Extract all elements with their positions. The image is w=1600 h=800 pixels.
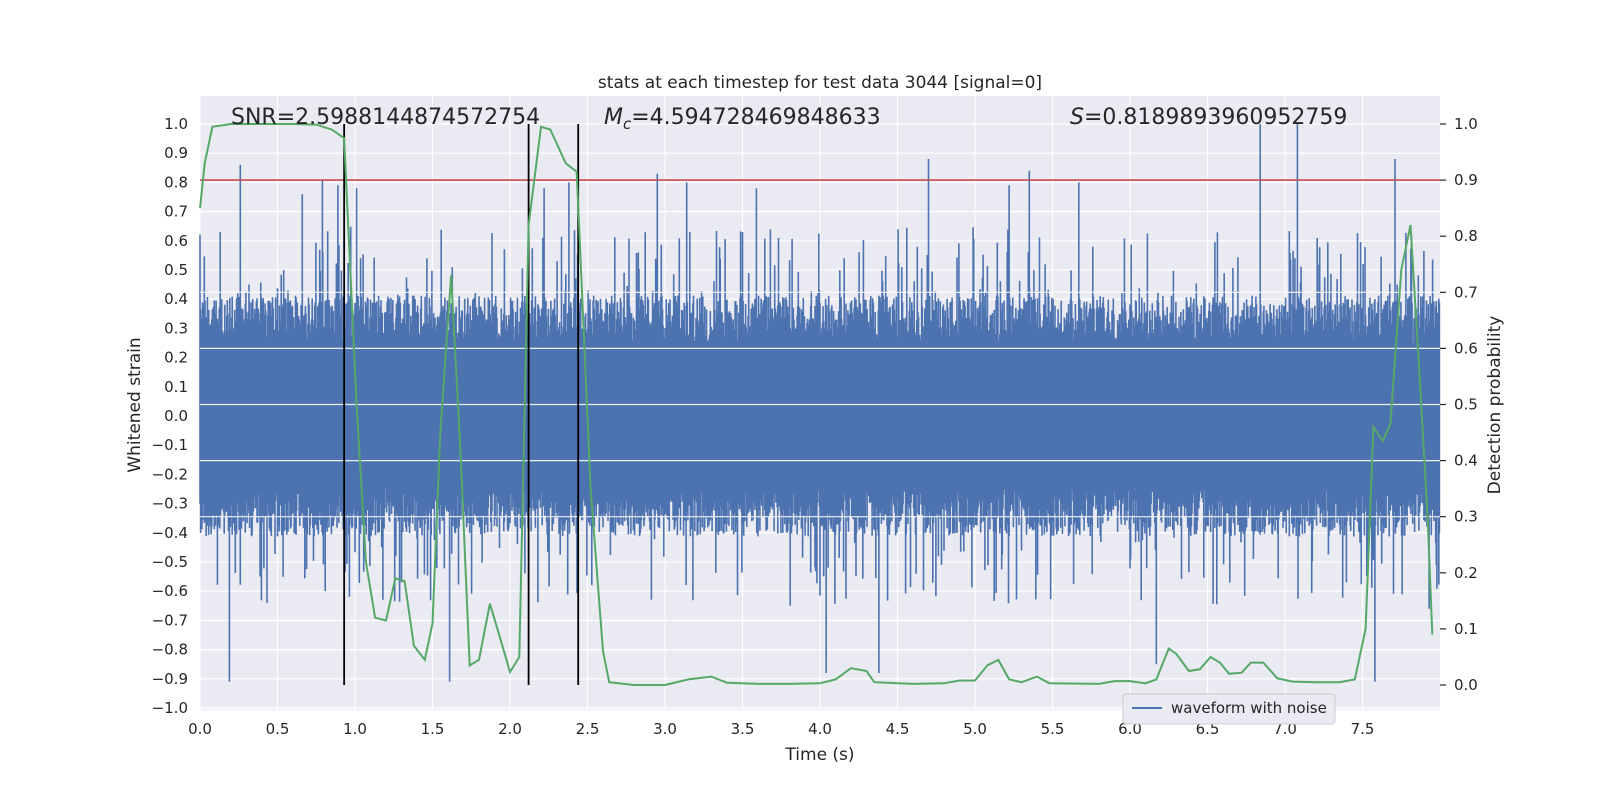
x-tick-label: 1.0: [343, 720, 367, 738]
y-tick-label: −0.8: [152, 641, 188, 659]
y2-tick-label: 0.6: [1454, 339, 1478, 357]
chirp-mass-subscript: c: [623, 115, 632, 133]
x-tick-label: 5.0: [963, 720, 987, 738]
y2-tick-label: 0.5: [1454, 396, 1478, 414]
x-tick-label: 4.5: [886, 720, 910, 738]
legend: waveform with noise: [1122, 693, 1336, 725]
y-tick-label: −0.4: [152, 524, 188, 542]
legend-box: [1122, 693, 1336, 725]
y-tick-label: 0.0: [164, 407, 188, 425]
y-tick-label: 0.1: [164, 378, 188, 396]
chirp-mass-symbol: M: [604, 105, 623, 130]
chart-title: stats at each timestep for test data 304…: [598, 73, 1042, 93]
chirp-mass-annotation: Mc=4.594728469848633: [604, 105, 881, 133]
y-tick-label: −0.7: [152, 611, 188, 629]
legend-entry-waveform: waveform with noise: [1171, 699, 1327, 717]
x-tick-label: 0.5: [266, 720, 290, 738]
x-axis-label: Time (s): [784, 745, 854, 765]
y-tick-label: 0.6: [164, 232, 188, 250]
x-tick-label: 3.0: [653, 720, 677, 738]
chirp-mass-value: =4.594728469848633: [631, 105, 880, 130]
probability-series: [199, 123, 1434, 686]
y2-axis-label: Detection probability: [1485, 316, 1505, 495]
y-tick-label: 0.7: [164, 203, 188, 221]
y2-tick-label: 0.2: [1454, 564, 1478, 582]
y2-tick-label: 1.0: [1454, 115, 1478, 133]
y-tick-label: 0.5: [164, 261, 188, 279]
x-tick-label: 1.5: [421, 720, 445, 738]
y2-tick-label: 0.1: [1454, 620, 1478, 638]
y-axis-label: Whitened strain: [125, 337, 145, 472]
y-tick-label: 1.0: [164, 115, 188, 133]
snr-annotation: SNR=2.5988144874572754: [231, 105, 540, 130]
y-axis-ticks: 1.0 0.9 0.8 0.7 0.6 0.5 0.4 0.3 0.2 0.1 0.0 −0.1 −0.…: [152, 115, 188, 717]
x-tick-label: 3.5: [731, 720, 755, 738]
x-tick-label: 2.5: [576, 720, 600, 738]
y-tick-label: 0.8: [164, 173, 188, 191]
y-tick-label: −0.3: [152, 495, 188, 513]
y2-tick-label: 0.9: [1454, 171, 1478, 189]
score-value: =0.8189893960952759: [1084, 105, 1347, 130]
waveform-series: [199, 124, 1441, 682]
y2-axis-ticks: 1.0 0.9 0.8 0.7 0.6 0.5 0.4 0.3 0.2 0.1 0.0: [1440, 115, 1478, 694]
x-tick-label: 5.5: [1041, 720, 1065, 738]
y-tick-label: −0.1: [152, 436, 188, 454]
y-tick-label: 0.2: [164, 349, 188, 367]
y2-tick-label: 0.4: [1454, 452, 1478, 470]
y-tick-label: 0.4: [164, 290, 188, 308]
x-tick-label: 2.0: [498, 720, 522, 738]
score-annotation: S=0.8189893960952759: [1070, 105, 1347, 130]
y2-tick-label: 0.0: [1454, 676, 1478, 694]
y2-tick-label: 0.7: [1454, 283, 1478, 301]
y2-tick-label: 0.3: [1454, 508, 1478, 526]
x-tick-label: 0.0: [188, 720, 212, 738]
y-tick-label: −0.5: [152, 553, 188, 571]
y-tick-label: −1.0: [152, 699, 188, 717]
y-tick-label: 0.3: [164, 319, 188, 337]
x-tick-label: 4.0: [808, 720, 832, 738]
y-tick-label: 0.9: [164, 144, 188, 162]
y-tick-label: −0.9: [152, 670, 188, 688]
y-tick-label: −0.2: [152, 465, 188, 483]
score-symbol: S: [1070, 105, 1084, 130]
x-tick-label: 7.5: [1351, 720, 1375, 738]
y2-tick-label: 0.8: [1454, 227, 1478, 245]
y-tick-label: −0.6: [152, 582, 188, 600]
